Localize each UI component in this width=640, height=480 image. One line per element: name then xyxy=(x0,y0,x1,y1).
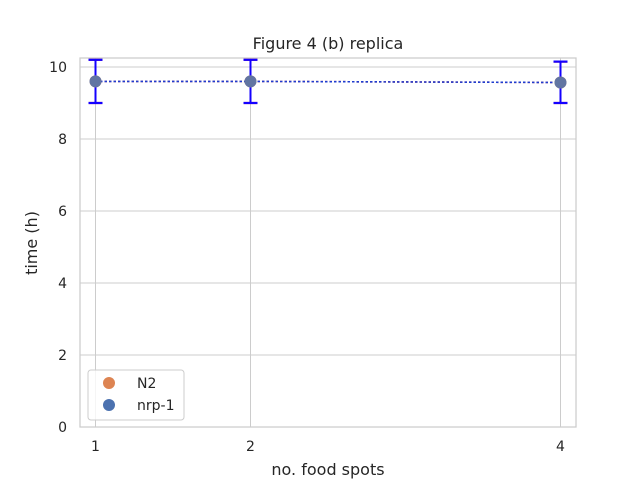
legend: N2 nrp-1 xyxy=(87,369,185,421)
legend-label: nrp-1 xyxy=(137,398,174,414)
y-tick-label: 0 xyxy=(58,420,67,436)
legend-label: N2 xyxy=(137,376,156,392)
data-point-nrp-1 xyxy=(554,76,567,89)
y-tick-label: 2 xyxy=(58,348,67,364)
x-axis-label: no. food spots xyxy=(271,460,384,479)
plot-frame xyxy=(79,57,577,428)
y-tick-label: 6 xyxy=(58,204,67,220)
y-tick-label: 4 xyxy=(58,276,67,292)
y-tick-label: 10 xyxy=(49,60,67,76)
x-tick-label: 1 xyxy=(91,439,100,455)
y-tick-label: 8 xyxy=(58,132,67,148)
series-layer xyxy=(88,58,568,105)
data-point-nrp-1 xyxy=(244,75,257,88)
x-tick-label: 2 xyxy=(246,439,255,455)
x-tick-label: 4 xyxy=(556,439,565,455)
y-axis-label: time (h) xyxy=(22,211,41,275)
chart-title: Figure 4 (b) replica xyxy=(253,34,404,53)
data-point-nrp-1 xyxy=(89,75,102,88)
legend-marker xyxy=(103,377,115,389)
legend-marker xyxy=(103,399,115,411)
